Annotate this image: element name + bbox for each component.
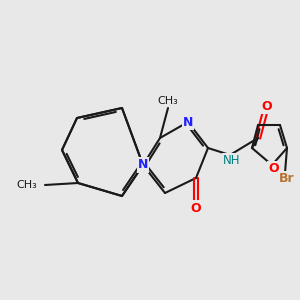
Text: O: O <box>269 163 279 176</box>
Text: CH₃: CH₃ <box>16 180 37 190</box>
Text: O: O <box>262 100 272 112</box>
Text: NH: NH <box>223 154 241 167</box>
Text: Br: Br <box>279 172 295 185</box>
Text: N: N <box>138 158 148 172</box>
Text: O: O <box>191 202 201 214</box>
Text: CH₃: CH₃ <box>158 96 178 106</box>
Text: N: N <box>183 116 193 128</box>
